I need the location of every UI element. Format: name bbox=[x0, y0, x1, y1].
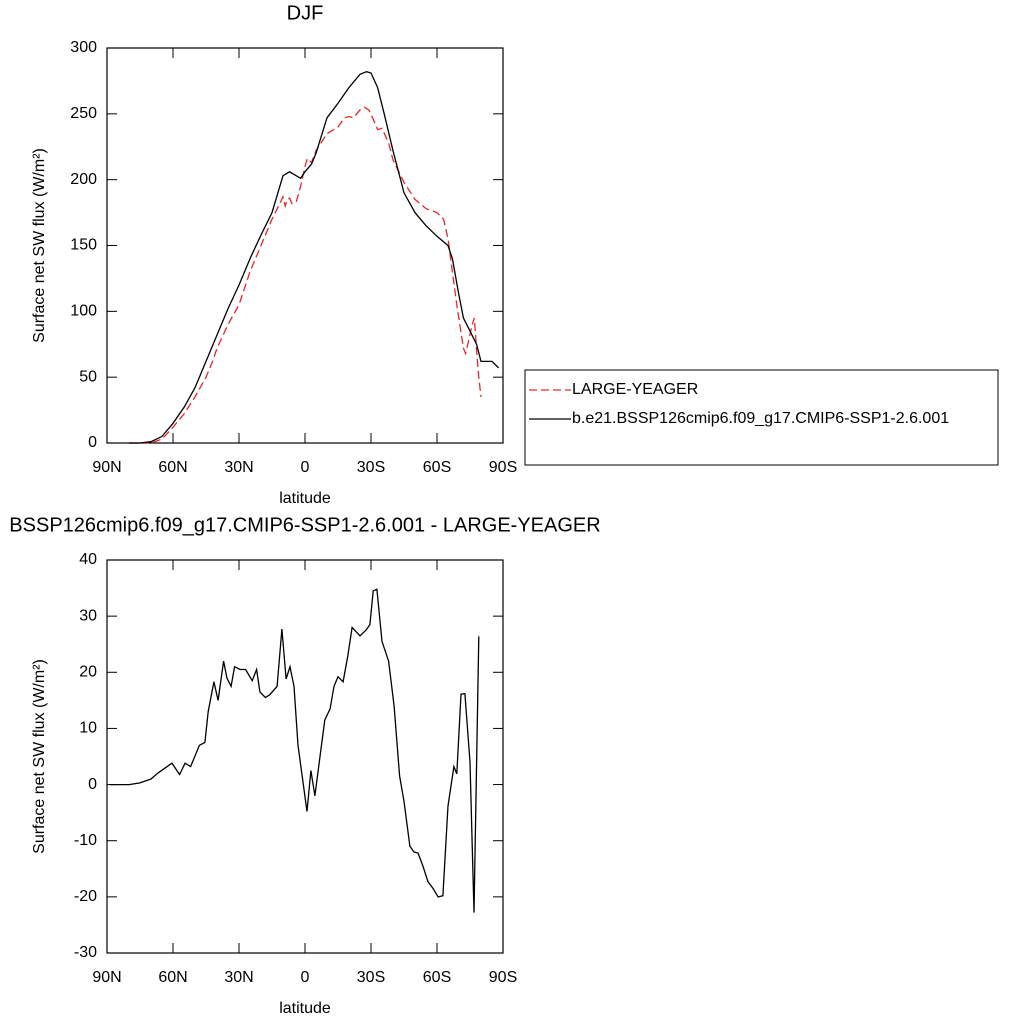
legend: LARGE-YEAGER b.e21.BSSP126cmip6.f09_g17.C… bbox=[524, 369, 999, 466]
x-axis-label: latitude bbox=[279, 490, 331, 507]
y-tick-label: 200 bbox=[70, 171, 97, 188]
x-axis-label: latitude bbox=[279, 1000, 331, 1017]
y-tick-label: 10 bbox=[79, 720, 97, 737]
y-tick-label: 30 bbox=[79, 607, 97, 624]
x-tick-label: 90N bbox=[92, 969, 121, 986]
y-tick-label: 250 bbox=[70, 105, 97, 122]
x-tick-label: 0 bbox=[301, 459, 310, 476]
x-tick-label: 90N bbox=[92, 459, 121, 476]
y-tick-label: -30 bbox=[74, 944, 97, 961]
y-tick-label: 150 bbox=[70, 237, 97, 254]
y-axis-label: Surface net SW flux (W/m²) bbox=[31, 148, 48, 343]
legend-label: LARGE-YEAGER bbox=[572, 381, 698, 398]
x-tick-label: 60N bbox=[158, 969, 187, 986]
chart-title: BSSP126cmip6.f09_g17.CMIP6-SSP1-2.6.001 … bbox=[9, 514, 600, 536]
data-line bbox=[129, 71, 500, 444]
x-tick-label: 30S bbox=[357, 459, 385, 476]
plot-frame bbox=[106, 559, 504, 954]
x-tick-label: 60S bbox=[423, 969, 451, 986]
x-tick-label: 30N bbox=[224, 459, 253, 476]
data-line bbox=[129, 106, 482, 444]
legend-box bbox=[524, 369, 999, 466]
y-tick-label: 300 bbox=[70, 39, 97, 56]
plot-frame bbox=[106, 47, 504, 444]
y-axis-label: Surface net SW flux (W/m²) bbox=[31, 659, 48, 854]
x-tick-label: 90S bbox=[489, 459, 517, 476]
legend-label: b.e21.BSSP126cmip6.f09_g17.CMIP6-SSP1-2.… bbox=[572, 410, 949, 427]
x-tick-label: 60N bbox=[158, 459, 187, 476]
y-tick-label: 0 bbox=[88, 434, 97, 451]
data-line bbox=[110, 588, 480, 913]
x-tick-label: 90S bbox=[489, 969, 517, 986]
y-tick-label: 0 bbox=[88, 776, 97, 793]
y-tick-label: -20 bbox=[74, 888, 97, 905]
y-tick-label: 20 bbox=[79, 664, 97, 681]
chart-title: DJF bbox=[287, 2, 324, 24]
y-tick-label: 40 bbox=[79, 551, 97, 568]
y-tick-label: 100 bbox=[70, 303, 97, 320]
x-tick-label: 30S bbox=[357, 969, 385, 986]
x-tick-label: 30N bbox=[224, 969, 253, 986]
y-tick-label: -10 bbox=[74, 832, 97, 849]
x-tick-label: 60S bbox=[423, 459, 451, 476]
x-tick-label: 0 bbox=[301, 969, 310, 986]
y-tick-label: 50 bbox=[79, 368, 97, 385]
